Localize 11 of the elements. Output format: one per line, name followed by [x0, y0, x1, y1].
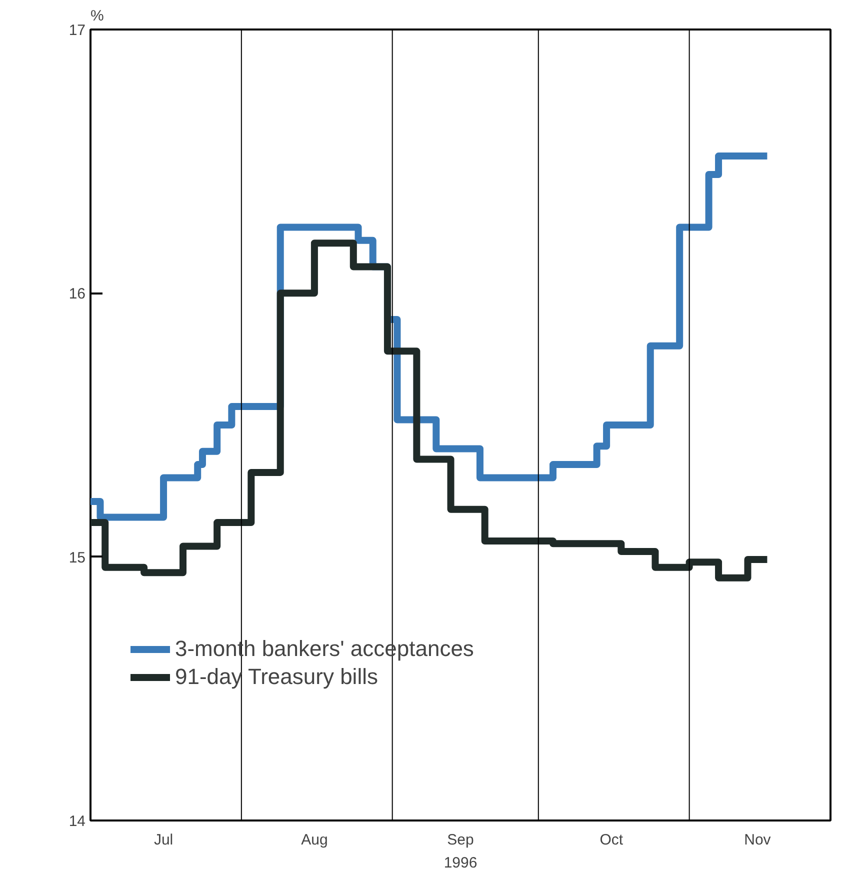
x-tick-label: Jul [154, 832, 174, 848]
x-tick-label: Nov [744, 832, 772, 848]
y-axis-title: % [90, 8, 104, 24]
x-tick-label: Aug [301, 832, 328, 848]
y-tick-label: 17 [68, 22, 86, 39]
y-tick-label: 16 [68, 286, 86, 303]
x-tick-label: Sep [447, 832, 474, 848]
y-tick-label: 15 [68, 549, 86, 566]
y-tick-label: 14 [68, 813, 86, 830]
x-tick-label: Oct [600, 832, 624, 848]
x-axis-title: 1996 [444, 854, 478, 872]
